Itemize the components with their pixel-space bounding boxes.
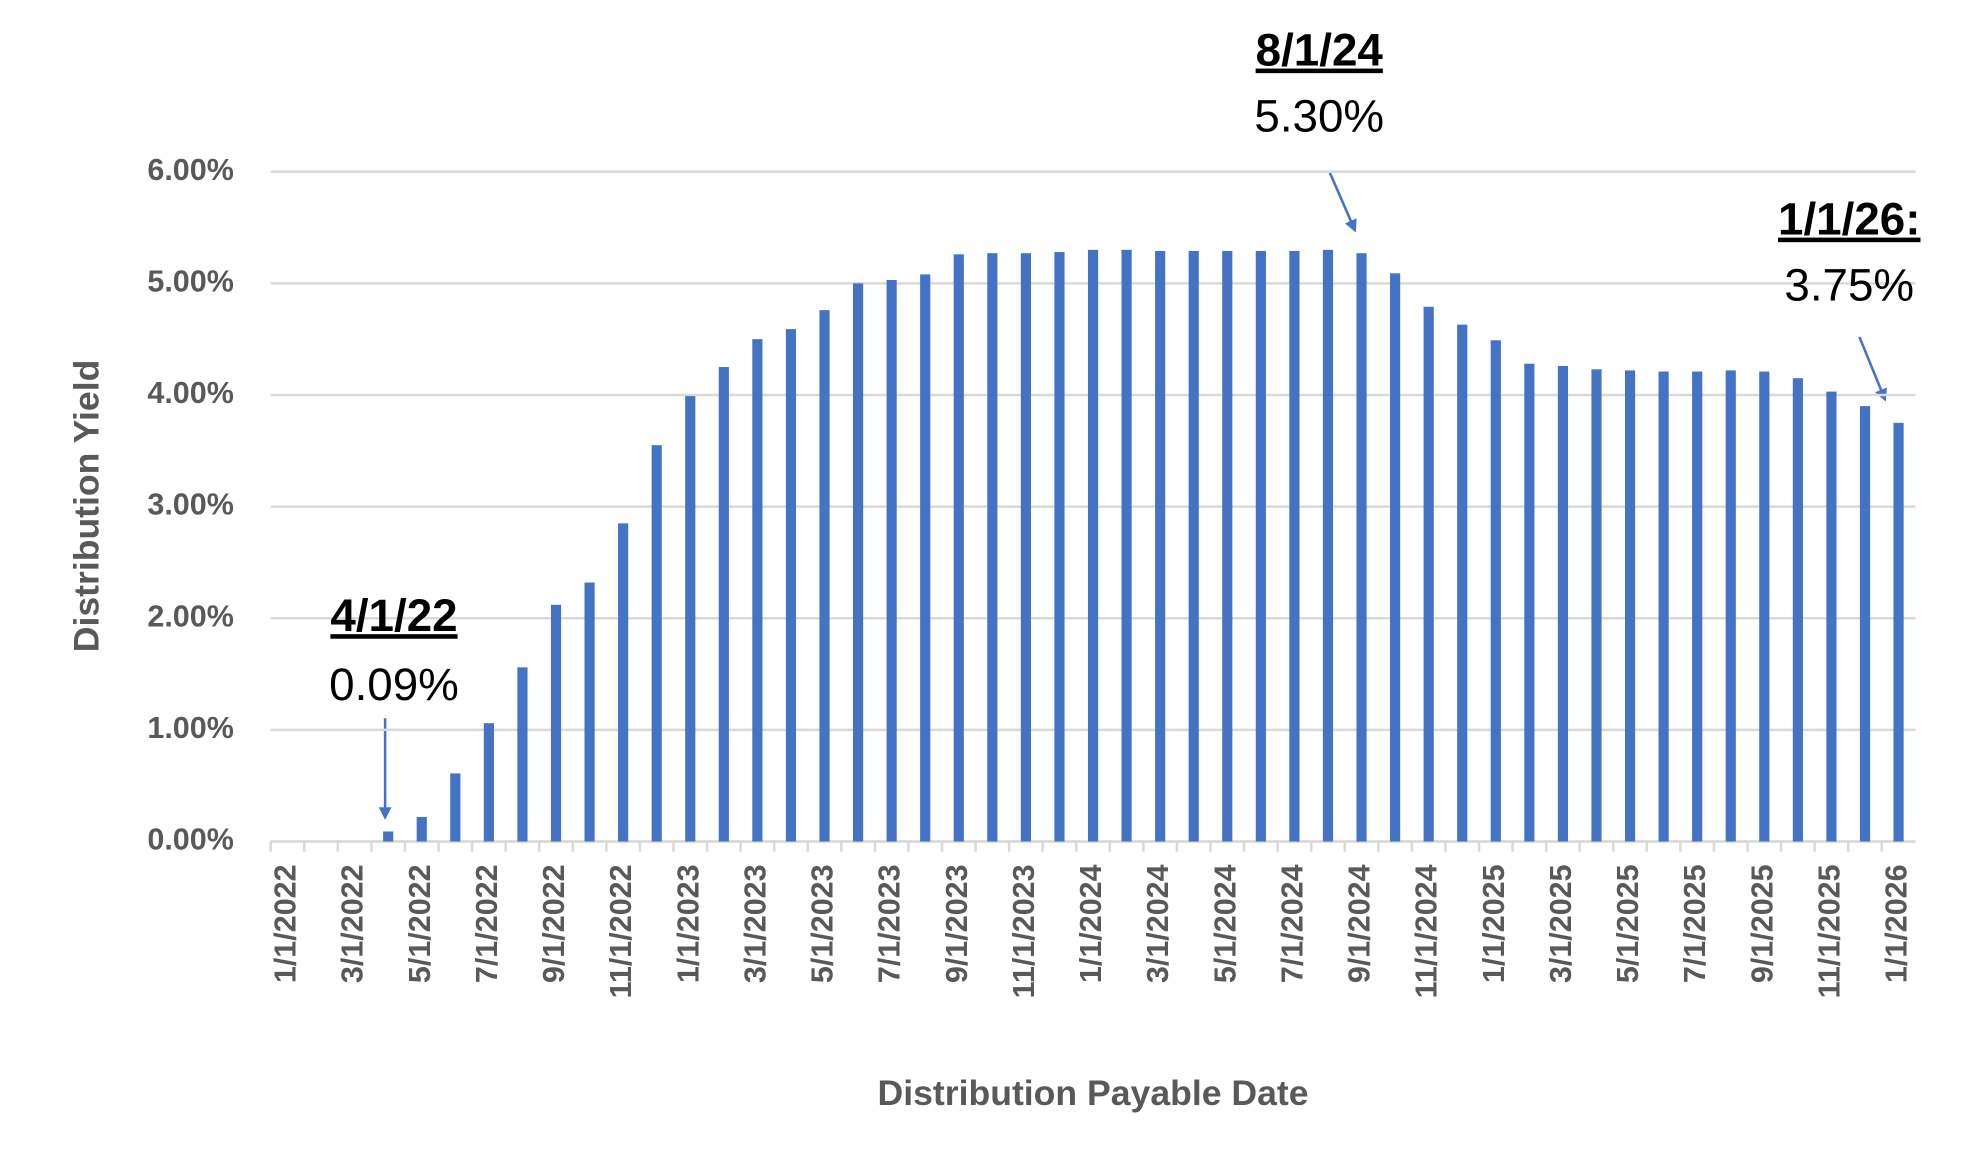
y-tick-label: 4.00%	[147, 376, 233, 410]
annotation-text: 3.75%	[1784, 260, 1914, 311]
x-tick-label: 11/1/2022	[604, 864, 638, 998]
bar	[1356, 253, 1367, 842]
bar	[785, 329, 797, 842]
y-tick-label: 1.00%	[147, 711, 233, 745]
bar	[1322, 249, 1334, 842]
bar	[1020, 253, 1031, 842]
x-tick-label: 1/1/2024	[1074, 864, 1108, 983]
bar	[1859, 406, 1871, 842]
bar	[1155, 250, 1166, 842]
arrow	[1328, 171, 1357, 233]
bar	[685, 396, 696, 842]
bar	[1725, 370, 1736, 842]
bar	[618, 523, 629, 842]
bar	[383, 831, 394, 842]
arrow	[1858, 336, 1887, 402]
x-tick-label: 3/1/2025	[1544, 864, 1578, 983]
bar	[1390, 273, 1401, 842]
annotation-text: 5.30%	[1254, 91, 1384, 142]
bar	[1759, 371, 1770, 842]
bar	[1624, 370, 1636, 842]
bar	[1255, 250, 1266, 842]
bar	[819, 310, 830, 842]
x-tick-label: 9/1/2023	[940, 864, 974, 983]
bar	[987, 253, 998, 842]
x-tick-label: 7/1/2024	[1275, 864, 1309, 983]
bar	[1490, 340, 1501, 842]
bar	[1423, 306, 1434, 842]
bar	[1524, 363, 1535, 842]
bar	[752, 339, 763, 842]
bar	[584, 582, 595, 842]
annotation-title: 4/1/22	[330, 590, 457, 641]
y-tick-label: 2.00%	[147, 599, 233, 633]
y-tick-label: 5.00%	[147, 264, 233, 298]
bar	[920, 274, 931, 842]
bar	[1591, 369, 1602, 842]
x-tick-label: 1/1/2026	[1880, 864, 1914, 983]
x-tick-label: 3/1/2023	[738, 864, 772, 983]
bar	[1826, 391, 1837, 842]
bar	[886, 279, 897, 842]
bar	[517, 667, 528, 842]
annotation-title: 8/1/24	[1256, 25, 1384, 76]
x-tick-label: 1/1/2023	[671, 864, 705, 983]
bar	[1457, 324, 1468, 842]
x-tick-label: 3/1/2022	[336, 864, 370, 983]
bar	[1188, 250, 1199, 842]
bar	[1557, 365, 1569, 842]
bar	[853, 283, 864, 842]
x-tick-label: 11/1/2023	[1007, 864, 1041, 998]
bar	[953, 254, 964, 842]
x-tick-label: 5/1/2025	[1611, 864, 1645, 983]
y-axis-title: Distribution Yield	[66, 360, 106, 653]
y-tick-label: 0.00%	[147, 823, 233, 857]
annotation-text: 0.09%	[329, 659, 459, 710]
bar	[718, 367, 729, 842]
y-tick-label: 3.00%	[147, 488, 233, 522]
bar	[1222, 250, 1233, 842]
x-tick-label: 9/1/2024	[1343, 864, 1377, 983]
x-tick-label: 11/1/2024	[1410, 864, 1444, 998]
x-tick-label: 1/1/2025	[1477, 864, 1511, 983]
x-tick-label: 5/1/2024	[1208, 864, 1242, 983]
x-tick-label: 9/1/2022	[537, 864, 571, 983]
x-axis-title: Distribution Payable Date	[878, 1073, 1309, 1113]
x-tick-label: 5/1/2023	[806, 864, 840, 983]
bar	[483, 723, 494, 842]
x-tick-label: 1/1/2022	[269, 864, 303, 983]
bar	[1087, 249, 1099, 842]
y-tick-label: 6.00%	[147, 153, 233, 187]
bar	[651, 445, 662, 842]
annotation-title: 1/1/26:	[1778, 194, 1920, 245]
bar	[1054, 252, 1065, 842]
bar	[1893, 422, 1904, 842]
bar	[416, 816, 427, 842]
x-tick-label: 5/1/2022	[403, 864, 437, 983]
bar	[1289, 250, 1300, 842]
bar	[1692, 371, 1703, 842]
x-tick-label: 7/1/2023	[873, 864, 907, 983]
x-tick-label: 11/1/2025	[1813, 864, 1847, 998]
bar	[1121, 249, 1132, 842]
x-tick-label: 7/1/2025	[1678, 864, 1712, 983]
bar	[1658, 371, 1669, 842]
x-tick-label: 9/1/2025	[1745, 864, 1779, 983]
x-tick-label: 3/1/2024	[1141, 864, 1175, 983]
bar	[550, 604, 562, 842]
bar	[1792, 378, 1803, 842]
x-tick-label: 7/1/2022	[470, 864, 504, 983]
bar	[450, 773, 461, 842]
